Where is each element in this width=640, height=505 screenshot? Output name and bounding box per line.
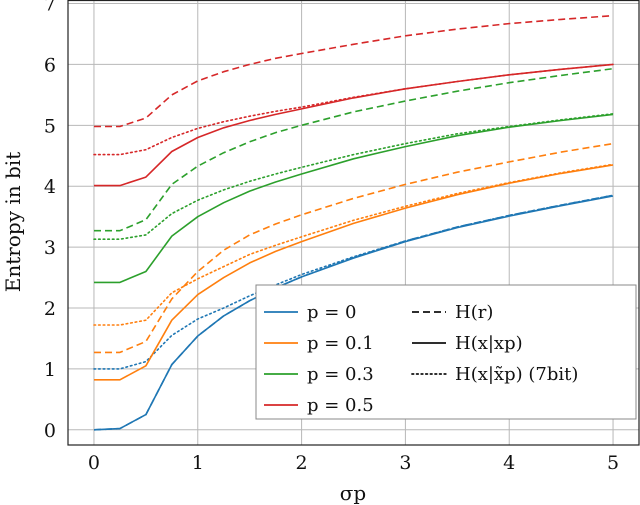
- y-tick-label: 0: [44, 420, 56, 442]
- series-line-p03-dotted: [93, 113, 614, 240]
- legend-box: [255, 284, 637, 420]
- y-tick-label: 5: [44, 115, 56, 137]
- series-line-p01-dotted: [93, 163, 614, 326]
- x-tick-label: 2: [296, 452, 308, 474]
- x-axis-label: σp: [340, 481, 366, 505]
- legend-style-label: H(x|xp): [455, 333, 523, 354]
- series-line-p05-dashed: [94, 14, 614, 128]
- legend: p = 0p = 0.1p = 0.3p = 0.5 H(r)H(x|xp)H(…: [255, 284, 637, 420]
- x-tick-label: 5: [607, 452, 619, 474]
- x-tick-label: 4: [503, 452, 515, 474]
- legend-style-label: H(r): [455, 302, 493, 323]
- x-axis-label-main: σp: [340, 481, 366, 505]
- x-tick-label: 0: [88, 452, 100, 474]
- grid: [68, 0, 639, 445]
- series-line-p03-solid: [94, 113, 614, 284]
- y-tick-label: 4: [44, 176, 56, 198]
- y-tick-label: 6: [44, 54, 56, 76]
- series-line-p01-dashed: [94, 142, 614, 354]
- x-tick-label: 1: [192, 452, 204, 474]
- y-tick-label: 1: [44, 359, 56, 381]
- legend-color-entries: p = 0 p = 0.1 p = 0.3 p = 0.5: [264, 302, 374, 416]
- plot-frame: [67, 0, 640, 446]
- series-line-p0-dotted: [93, 194, 614, 370]
- series-line-p05-dotted: [93, 63, 614, 156]
- x-tick-label: 3: [399, 452, 411, 474]
- y-tick-label: 2: [44, 298, 56, 320]
- legend-style-label: H(x|x̃p) (7bit): [455, 364, 578, 385]
- y-tick-label: 3: [44, 237, 56, 259]
- series-line-p03-dashed: [94, 67, 614, 232]
- tick-labels: 0 1 2 3 4 5 0 1 2 3 4 5 6 7: [44, 0, 619, 474]
- legend-label: p = 0.3: [307, 364, 374, 385]
- y-axis-label: Entropy in bit: [1, 152, 25, 292]
- y-tick-label: 7: [44, 0, 56, 16]
- legend-style-entries: H(r) H(x|xp) H(x|x̃p) (7bit): [411, 302, 578, 385]
- series-line-p05-solid: [94, 63, 614, 187]
- legend-label: p = 0: [307, 302, 357, 323]
- legend-label: p = 0.5: [307, 395, 374, 416]
- legend-label: p = 0.1: [307, 333, 374, 354]
